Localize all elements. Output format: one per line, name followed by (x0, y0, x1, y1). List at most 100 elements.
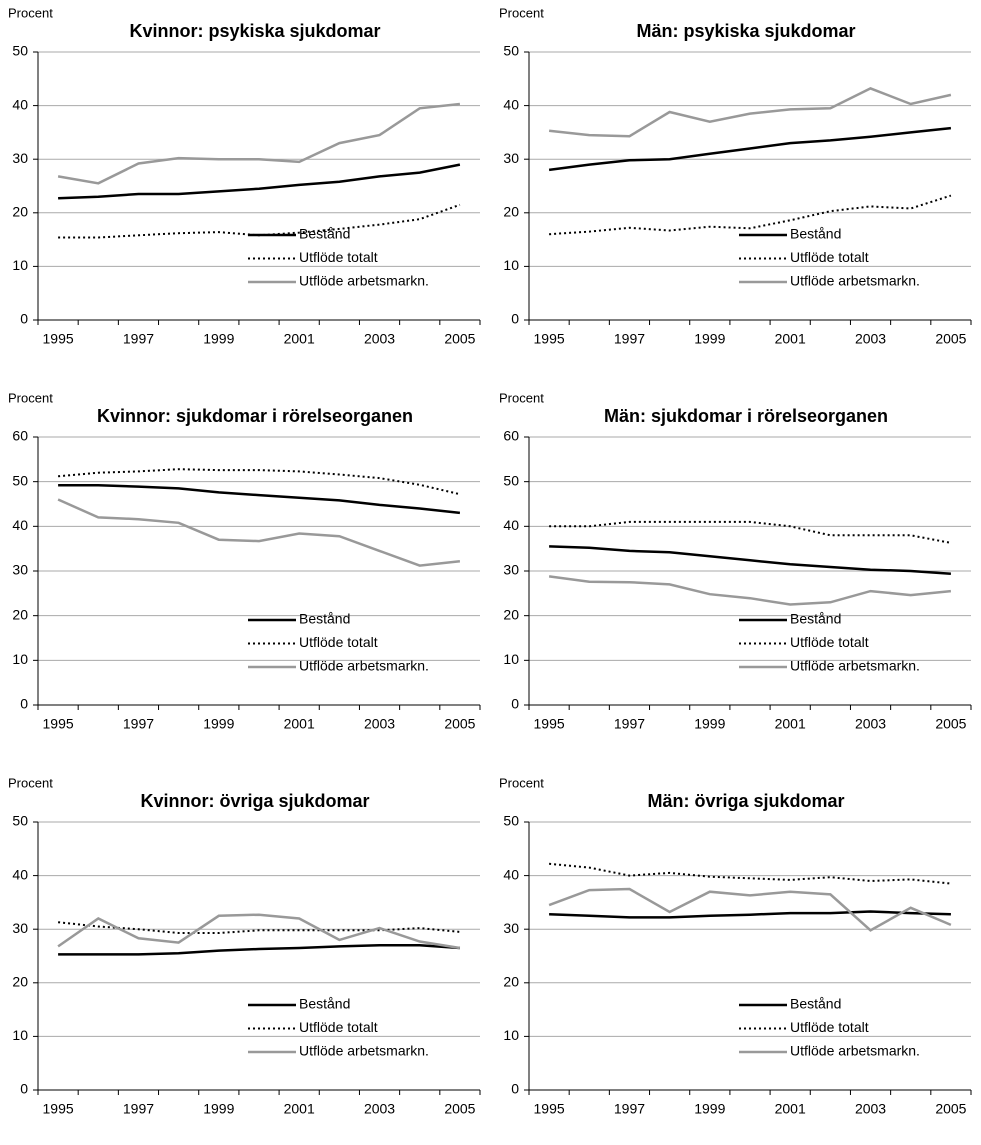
x-tick-label: 2001 (284, 331, 315, 347)
chart-title: Män: övriga sjukdomar (647, 791, 844, 811)
chart-panel: Procent Män: sjukdomar i rörelseorganen 0 1… (491, 385, 981, 760)
x-tick-label: 1999 (694, 716, 725, 732)
y-axis-label: Procent (499, 5, 544, 20)
chart-panel: Procent Män: psykiska sjukdomar 0 10 20 30 40 5… (491, 0, 981, 375)
series-line (57, 498, 461, 567)
y-tick-label: 0 (511, 1081, 519, 1097)
x-tick-label: 1995 (43, 1101, 74, 1117)
y-tick-label: 20 (12, 204, 28, 220)
y-tick-label: 0 (511, 311, 519, 327)
x-tick-label: 2005 (444, 716, 475, 732)
y-tick-label: 10 (12, 651, 28, 667)
y-tick-label: 30 (503, 150, 519, 166)
y-axis-label: Procent (8, 5, 53, 20)
y-tick-label: 10 (503, 1027, 519, 1043)
legend-label: Bestånd (299, 226, 350, 242)
chart: Procent Kvinnor: sjukdomar i rörelseorgan… (8, 390, 481, 732)
y-tick-label: 10 (12, 1027, 28, 1043)
series-line (57, 921, 460, 934)
legend-label: Bestånd (299, 996, 350, 1012)
y-tick-label: 10 (503, 257, 519, 273)
y-tick-label: 0 (20, 311, 28, 327)
chart-panel: Procent Män: övriga sjukdomar 0 10 20 30 40 50 1… (491, 770, 981, 1145)
y-tick-label: 0 (20, 1081, 28, 1097)
legend-label: Utflöde totalt (790, 1019, 869, 1035)
legend-label: Utflöde arbetsmarkn. (790, 273, 920, 289)
series-line (549, 910, 951, 919)
legend-label: Utflöde totalt (299, 249, 378, 265)
x-tick-label: 1995 (534, 1101, 565, 1117)
x-tick-label: 2005 (935, 1101, 966, 1117)
x-tick-label: 1995 (534, 331, 565, 347)
y-tick-label: 40 (503, 517, 519, 533)
x-tick-label: 2003 (855, 331, 886, 347)
chart-title: Kvinnor: övriga sjukdomar (140, 791, 369, 811)
x-tick-label: 2005 (935, 331, 966, 347)
chart-panel: Procent Kvinnor: psykiska sjukdomar 0 10 20 3… (0, 0, 490, 375)
chart: Procent Män: övriga sjukdomar 0 10 20 30 40 50 1… (499, 775, 972, 1117)
chart-title: Män: sjukdomar i rörelseorganen (604, 406, 888, 426)
series-line (549, 194, 952, 236)
chart-title: Män: psykiska sjukdomar (636, 21, 855, 41)
series-line (58, 944, 460, 956)
x-tick-label: 1997 (614, 331, 645, 347)
series-line (57, 913, 461, 950)
legend-label: Utflöde arbetsmarkn. (299, 273, 429, 289)
x-tick-label: 1999 (203, 1101, 234, 1117)
series-line (548, 87, 952, 138)
y-tick-label: 0 (511, 696, 519, 712)
y-tick-label: 10 (12, 257, 28, 273)
x-tick-label: 1997 (123, 331, 154, 347)
x-tick-label: 1999 (694, 1101, 725, 1117)
series-line (58, 163, 461, 200)
y-tick-label: 0 (20, 696, 28, 712)
y-tick-label: 40 (12, 96, 28, 112)
chart: Procent Kvinnor: övriga sjukdomar 0 10 20 30 4… (8, 775, 481, 1117)
y-tick-label: 20 (503, 204, 519, 220)
legend-label: Bestånd (790, 226, 841, 242)
y-axis-label: Procent (8, 775, 53, 790)
x-tick-label: 1997 (614, 716, 645, 732)
series-line (58, 468, 461, 496)
y-tick-label: 50 (12, 472, 28, 488)
y-axis-label: Procent (499, 775, 544, 790)
legend-label: Utflöde totalt (790, 249, 869, 265)
x-tick-label: 1997 (123, 716, 154, 732)
y-tick-label: 30 (12, 920, 28, 936)
x-tick-label: 1997 (614, 1101, 645, 1117)
series-line (57, 102, 461, 185)
chart-title: Kvinnor: sjukdomar i rörelseorganen (97, 406, 413, 426)
x-tick-label: 2003 (364, 331, 395, 347)
x-tick-label: 2005 (444, 331, 475, 347)
x-tick-label: 1997 (123, 1101, 154, 1117)
legend-label: Bestånd (299, 611, 350, 627)
x-tick-label: 1999 (694, 331, 725, 347)
legend-label: Utflöde arbetsmarkn. (299, 1043, 429, 1059)
y-tick-label: 30 (12, 150, 28, 166)
x-tick-label: 1995 (43, 331, 74, 347)
x-tick-label: 2001 (284, 716, 315, 732)
legend-label: Utflöde arbetsmarkn. (299, 658, 429, 674)
y-tick-label: 10 (503, 651, 519, 667)
x-tick-label: 1995 (43, 716, 74, 732)
chart-panel: Procent Kvinnor: sjukdomar i rörelseorgan… (0, 385, 490, 760)
series-line (549, 520, 952, 544)
y-tick-label: 20 (12, 974, 28, 990)
y-axis-label: Procent (8, 390, 53, 405)
y-axis-label: Procent (499, 390, 544, 405)
chart: Procent Kvinnor: psykiska sjukdomar 0 10 20 3… (8, 5, 481, 347)
legend-label: Utflöde totalt (299, 1019, 378, 1035)
y-tick-label: 50 (12, 813, 28, 829)
x-tick-label: 2003 (855, 716, 886, 732)
y-tick-label: 40 (12, 866, 28, 882)
series-line (58, 483, 461, 515)
x-tick-label: 2005 (935, 716, 966, 732)
chart-title: Kvinnor: psykiska sjukdomar (129, 21, 380, 41)
x-tick-label: 2003 (364, 1101, 395, 1117)
x-tick-label: 2001 (775, 331, 806, 347)
x-tick-label: 2005 (444, 1101, 475, 1117)
y-tick-label: 50 (12, 43, 28, 59)
legend-label: Utflöde totalt (790, 634, 869, 650)
y-tick-label: 20 (503, 606, 519, 622)
